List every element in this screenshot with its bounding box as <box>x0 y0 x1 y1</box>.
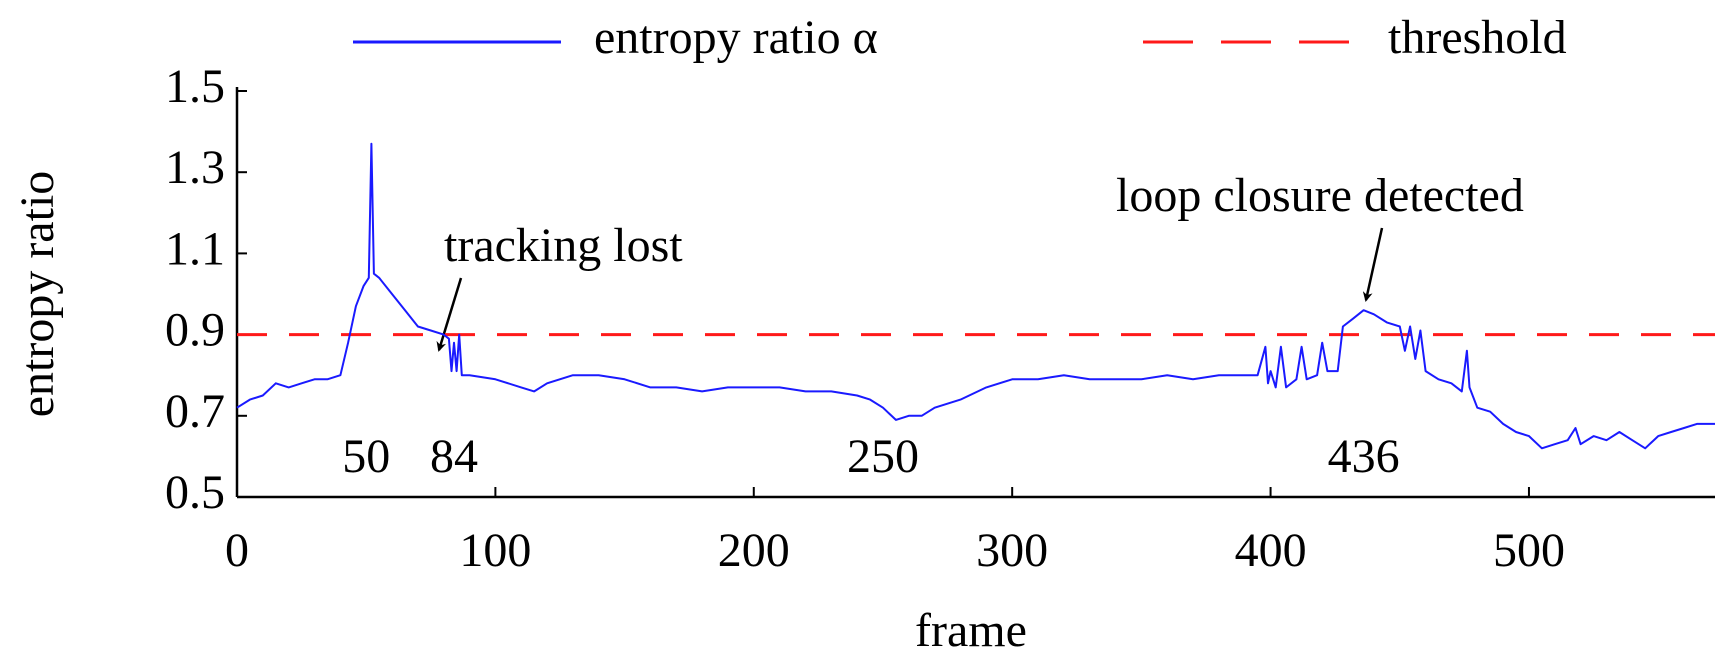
frame-mark-label: 436 <box>1328 430 1400 483</box>
annotation: loop closure detected <box>1116 169 1524 222</box>
annotation-arrow <box>436 277 463 352</box>
frame-mark-label: 84 <box>430 430 478 483</box>
x-tick-label: 100 <box>459 524 531 577</box>
x-tick-label: 300 <box>976 524 1048 577</box>
x-axis-label: frame <box>915 604 1027 657</box>
y-tick-label: 0.9 <box>165 304 225 357</box>
y-tick-label: 0.5 <box>165 466 225 519</box>
y-axis-label: entropy ratio <box>11 171 64 418</box>
legend-label: entropy ratio α <box>594 11 878 64</box>
x-tick-label: 0 <box>225 524 249 577</box>
frame-mark-label: 50 <box>342 430 390 483</box>
y-tick-label: 0.7 <box>165 385 225 438</box>
x-tick-label: 400 <box>1235 524 1307 577</box>
annotation: tracking lost <box>444 219 683 272</box>
annotation-arrow <box>1362 227 1384 302</box>
y-tick-label: 1.5 <box>165 60 225 113</box>
x-tick-label: 200 <box>718 524 790 577</box>
y-tick-label: 1.3 <box>165 141 225 194</box>
y-tick-label: 1.1 <box>165 222 225 275</box>
data-line <box>236 142 1715 450</box>
legend-label: threshold <box>1388 11 1567 64</box>
x-tick-label: 500 <box>1493 524 1565 577</box>
frame-mark-label: 250 <box>847 430 919 483</box>
